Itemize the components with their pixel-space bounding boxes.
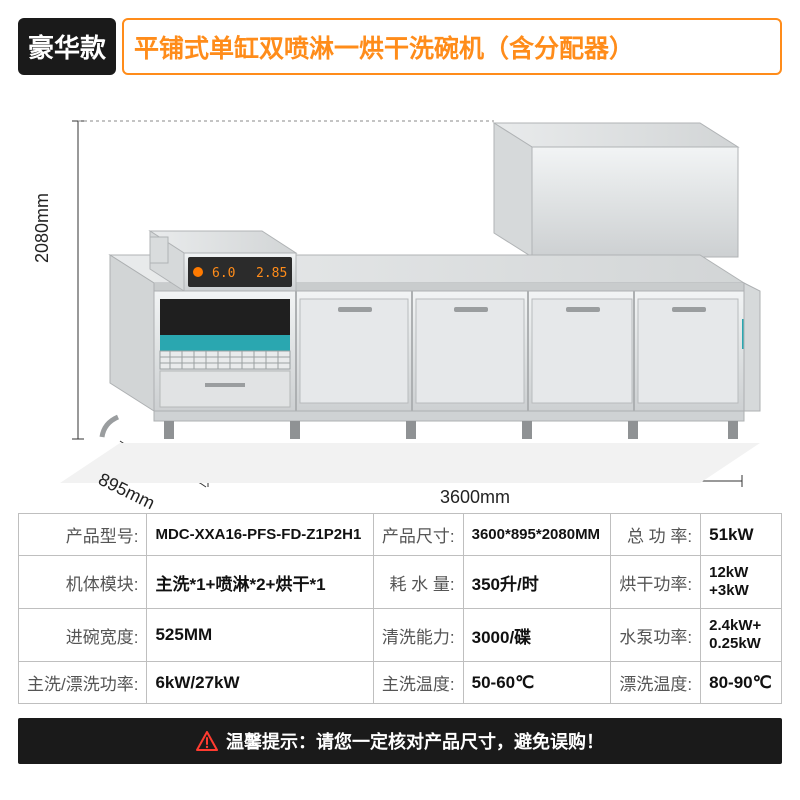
variant-badge: 豪华款 (18, 18, 116, 75)
spec-label: 进碗宽度: (19, 609, 147, 662)
spec-label: 总 功 率: (611, 514, 701, 556)
spec-row: 主洗/漂洗功率: 6kW/27kW 主洗温度: 50-60℃ 漂洗温度: 80-… (19, 662, 782, 704)
readout-left: 6.0 (212, 266, 235, 281)
spec-value: 主洗*1+喷淋*2+烘干*1 (147, 556, 373, 609)
product-title: 平铺式单缸双喷淋一烘干洗碗机（含分配器） (122, 18, 782, 75)
product-svg: 6.0 2.85 (0, 83, 800, 513)
spec-value: 3000/碟 (463, 609, 611, 662)
header: 豪华款 平铺式单缸双喷淋一烘干洗碗机（含分配器） (0, 0, 800, 79)
warning-text: 温馨提示：请您一定核对产品尺寸，避免误购！ (226, 728, 604, 754)
warning-icon (196, 731, 218, 751)
spec-label: 烘干功率: (611, 556, 701, 609)
readout-right: 2.85 (256, 266, 287, 281)
spec-value: 51kW (701, 514, 782, 556)
spec-label: 漂洗温度: (611, 662, 701, 704)
spec-value: 6kW/27kW (147, 662, 373, 704)
spec-label: 主洗温度: (373, 662, 463, 704)
spec-row: 机体模块: 主洗*1+喷淋*2+烘干*1 耗 水 量: 350升/时 烘干功率:… (19, 556, 782, 609)
spec-value: 3600*895*2080MM (463, 514, 611, 556)
warning-bar: 温馨提示：请您一定核对产品尺寸，避免误购！ (18, 718, 782, 764)
spec-label: 耗 水 量: (373, 556, 463, 609)
spec-table: 产品型号: MDC-XXA16-PFS-FD-Z1P2H1 产品尺寸: 3600… (18, 513, 782, 704)
spec-label: 清洗能力: (373, 609, 463, 662)
spec-value: 2.4kW+ 0.25kW (701, 609, 782, 662)
spec-row: 进碗宽度: 525MM 清洗能力: 3000/碟 水泵功率: 2.4kW+ 0.… (19, 609, 782, 662)
product-diagram: 6.0 2.85 (0, 83, 800, 513)
spec-label: 产品型号: (19, 514, 147, 556)
spec-value: 80-90℃ (701, 662, 782, 704)
spec-label: 机体模块: (19, 556, 147, 609)
spec-label: 产品尺寸: (373, 514, 463, 556)
dim-width: 3600mm (440, 487, 510, 508)
spec-value: 50-60℃ (463, 662, 611, 704)
spec-label: 水泵功率: (611, 609, 701, 662)
dim-height: 2080mm (32, 193, 53, 263)
spec-value: MDC-XXA16-PFS-FD-Z1P2H1 (147, 514, 373, 556)
spec-value: 350升/时 (463, 556, 611, 609)
spec-value: 12kW +3kW (701, 556, 782, 609)
spec-row: 产品型号: MDC-XXA16-PFS-FD-Z1P2H1 产品尺寸: 3600… (19, 514, 782, 556)
spec-label: 主洗/漂洗功率: (19, 662, 147, 704)
spec-value: 525MM (147, 609, 373, 662)
